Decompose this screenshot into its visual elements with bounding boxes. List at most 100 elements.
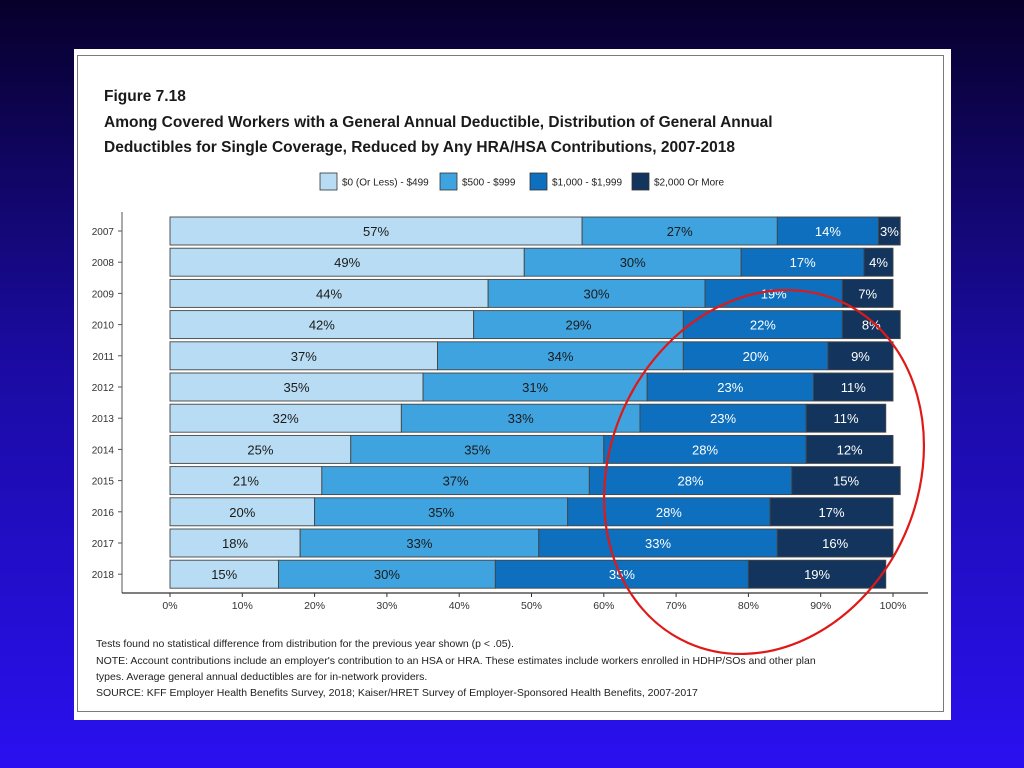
bar-value-label: 19% xyxy=(761,286,787,301)
x-tick-label: 30% xyxy=(376,600,397,612)
bar-segment xyxy=(299,528,540,558)
y-tick-label: 2014 xyxy=(92,445,115,456)
bar-segment xyxy=(169,278,489,308)
bar-segment xyxy=(169,559,279,589)
y-tick-label: 2016 xyxy=(92,508,115,519)
bar-segment xyxy=(473,310,684,340)
bar-segment xyxy=(841,278,894,308)
bar-value-label: 28% xyxy=(678,474,704,489)
bar-segment xyxy=(581,216,778,246)
bar-segment xyxy=(841,310,901,340)
bar-value-label: 23% xyxy=(710,411,736,426)
bar-value-label: 25% xyxy=(247,442,273,457)
bar-value-label: 23% xyxy=(717,380,743,395)
bar-segment xyxy=(169,403,402,433)
bar-value-label: 30% xyxy=(620,255,646,270)
bar-segment xyxy=(169,341,438,371)
x-tick-label: 40% xyxy=(449,600,470,612)
bar-segment xyxy=(776,528,894,558)
bar-segment xyxy=(169,372,424,402)
bar-value-label: 4% xyxy=(869,255,888,270)
bar-value-label: 44% xyxy=(316,286,342,301)
bar-value-label: 12% xyxy=(837,442,863,457)
x-tick-label: 90% xyxy=(810,600,831,612)
bar-segment xyxy=(169,216,583,246)
bar-value-label: 9% xyxy=(851,349,870,364)
legend-swatch xyxy=(319,172,338,191)
bar-value-label: 32% xyxy=(273,411,299,426)
bar-segment xyxy=(350,434,605,464)
bar-value-label: 33% xyxy=(645,536,671,551)
bar-value-label: 35% xyxy=(428,505,454,520)
bar-segment xyxy=(603,434,807,464)
x-tick-label: 50% xyxy=(521,600,542,612)
bar-value-label: 33% xyxy=(508,411,534,426)
bar-segment xyxy=(277,559,496,589)
legend-label: $2,000 Or More xyxy=(654,178,724,189)
account-note: NOTE: Account contributions include an e… xyxy=(96,655,816,667)
bar-value-label: 27% xyxy=(667,224,693,239)
bar-segment xyxy=(314,497,569,527)
bar-segment xyxy=(487,278,706,308)
bar-value-label: 34% xyxy=(547,349,573,364)
figure-title-line2: Deductibles for Single Coverage, Reduced… xyxy=(104,139,736,156)
bar-segment xyxy=(827,341,894,371)
bar-value-label: 35% xyxy=(284,380,310,395)
bar-segment xyxy=(437,341,684,371)
bar-value-label: 57% xyxy=(363,224,389,239)
x-tick-label: 100% xyxy=(880,600,907,612)
x-tick-label: 70% xyxy=(666,600,687,612)
bar-segment xyxy=(682,310,843,340)
bar-value-label: 11% xyxy=(841,380,866,395)
x-tick-label: 10% xyxy=(232,600,253,612)
bar-segment xyxy=(878,216,901,246)
bar-value-label: 18% xyxy=(222,536,248,551)
bar-segment xyxy=(791,466,901,496)
bar-value-label: 49% xyxy=(334,255,360,270)
bar-segment xyxy=(588,466,793,496)
x-tick-label: 0% xyxy=(162,600,177,612)
bar-value-label: 35% xyxy=(609,567,635,582)
figure-number: Figure 7.18 xyxy=(104,88,186,105)
bar-segment xyxy=(169,497,316,527)
bar-value-label: 11% xyxy=(833,411,858,426)
stacked-bar-chart: $0 (Or Less) - $499 $500 - $999 $1,000 - $… xyxy=(92,172,928,656)
bar-value-label: 33% xyxy=(406,536,432,551)
bar-segment xyxy=(494,559,749,589)
bar-value-label: 17% xyxy=(819,505,845,520)
bar-value-label: 16% xyxy=(822,536,848,551)
y-tick-label: 2017 xyxy=(92,539,115,550)
bar-segment xyxy=(747,559,887,589)
y-tick-label: 2007 xyxy=(92,227,115,238)
legend-label: $500 - $999 xyxy=(462,178,516,189)
legend-swatch xyxy=(439,172,458,191)
bar-segment xyxy=(400,403,641,433)
y-tick-label: 2010 xyxy=(92,321,115,332)
y-tick-label: 2008 xyxy=(92,258,115,269)
bar-value-label: 14% xyxy=(815,224,841,239)
annotation-ellipse xyxy=(602,288,926,656)
bar-value-label: 35% xyxy=(464,442,490,457)
y-tick-label: 2018 xyxy=(92,570,115,581)
bar-value-label: 19% xyxy=(804,567,830,582)
legend-swatch xyxy=(631,172,650,191)
bar-value-label: 37% xyxy=(291,349,317,364)
bar-value-label: 3% xyxy=(880,224,899,239)
source-note: SOURCE: KFF Employer Health Benefits Sur… xyxy=(96,687,698,699)
bar-value-label: 22% xyxy=(750,318,776,333)
y-tick-label: 2013 xyxy=(92,414,115,425)
bar-value-label: 7% xyxy=(858,286,877,301)
bar-value-label: 30% xyxy=(584,286,610,301)
bar-value-label: 15% xyxy=(211,567,237,582)
stat-note: Tests found no statistical difference fr… xyxy=(96,638,514,650)
y-tick-label: 2009 xyxy=(92,289,115,300)
bar-segment xyxy=(740,247,865,277)
bar-segment xyxy=(422,372,648,402)
bar-segment xyxy=(863,247,894,277)
bar-value-label: 8% xyxy=(862,318,881,333)
bar-value-label: 20% xyxy=(743,349,769,364)
bar-segment xyxy=(682,341,829,371)
bar-segment xyxy=(538,528,778,558)
bar-value-label: 42% xyxy=(309,318,335,333)
figure-title-line1: Among Covered Workers with a General Ann… xyxy=(104,114,773,131)
